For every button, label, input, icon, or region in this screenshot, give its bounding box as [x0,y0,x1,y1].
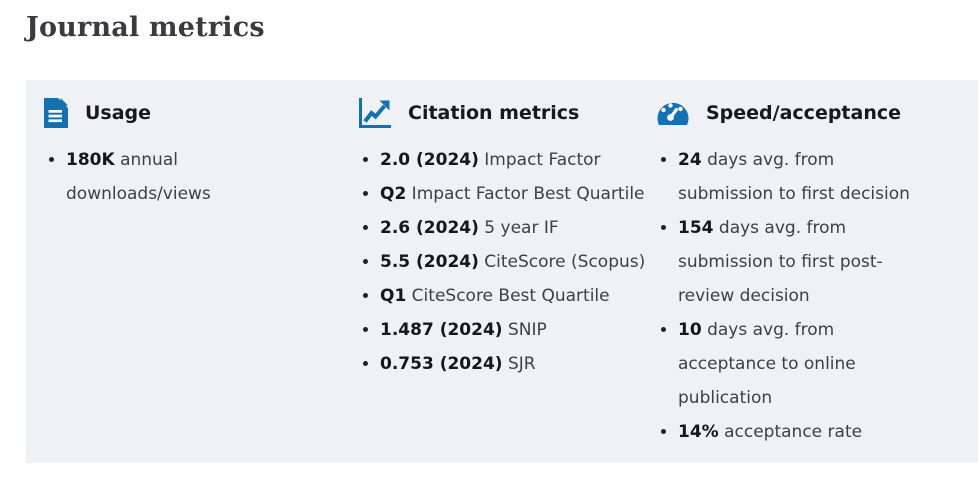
usage-heading: Usage [85,102,152,124]
metric-value: 0.753 (2024) [380,354,503,374]
speed-acceptance-column: Speed/acceptance 24 days avg. from submi… [656,96,970,463]
metric-value: 180K [66,150,115,170]
metric-value: 14% [678,422,719,442]
metric-item: 24 days avg. from submission to first de… [678,143,928,211]
metric-item: 10 days avg. from acceptance to online p… [678,313,928,415]
citation-metrics-list: 2.0 (2024) Impact FactorQ2 Impact Factor… [358,143,646,381]
metric-item: 180K annual downloads/views [66,143,244,211]
metric-value: 24 [678,150,702,170]
metric-text: 5 year IF [478,218,559,238]
metric-text: SJR [502,354,536,374]
citation-metrics-header: Citation metrics [358,96,656,130]
document-icon [44,98,69,128]
metric-item: Q1 CiteScore Best Quartile [380,279,646,313]
citation-metrics-column: Citation metrics 2.0 (2024) Impact Facto… [358,96,656,463]
metric-item: 2.0 (2024) Impact Factor [380,143,646,177]
line-chart-icon [358,97,392,129]
metric-value: 1.487 (2024) [380,320,503,340]
speed-acceptance-metrics-list: 24 days avg. from submission to first de… [656,143,928,449]
metric-text: CiteScore (Scopus) [478,252,646,272]
metric-value: 5.5 (2024) [380,252,479,272]
usage-column: Usage 180K annual downloads/views [44,96,358,463]
metric-value: Q1 [380,286,407,306]
metric-text: Impact Factor [478,150,601,170]
metric-value: 2.0 (2024) [380,150,479,170]
metric-text: Impact Factor Best Quartile [406,184,645,204]
citation-metrics-heading: Citation metrics [408,102,580,124]
metric-item: 1.487 (2024) SNIP [380,313,646,347]
usage-metrics-list: 180K annual downloads/views [44,143,244,211]
metric-item: 14% acceptance rate [678,415,928,449]
metric-text: days avg. from submission to first post-… [678,218,883,306]
speed-acceptance-heading: Speed/acceptance [706,102,902,124]
speed-acceptance-header: Speed/acceptance [656,96,970,130]
metric-text: days avg. from submission to first decis… [678,150,910,204]
metric-text: CiteScore Best Quartile [406,286,610,306]
metric-item: 0.753 (2024) SJR [380,347,646,381]
metric-text: acceptance rate [718,422,863,442]
metric-value: Q2 [380,184,407,204]
metric-value: 10 [678,320,702,340]
journal-metrics-panel: Usage 180K annual downloads/views Citati… [26,80,978,463]
metric-value: 2.6 (2024) [380,218,479,238]
metric-item: 5.5 (2024) CiteScore (Scopus) [380,245,646,279]
metric-item: 2.6 (2024) 5 year IF [380,211,646,245]
usage-header: Usage [44,96,358,130]
metric-text: days avg. from acceptance to online publ… [678,320,856,408]
metric-item: Q2 Impact Factor Best Quartile [380,177,646,211]
metric-text: SNIP [502,320,547,340]
metric-item: 154 days avg. from submission to first p… [678,211,928,313]
page-title: Journal metrics [26,12,265,43]
speedometer-icon [656,99,690,127]
metric-text: annual downloads/views [66,150,211,204]
metric-value: 154 [678,218,714,238]
